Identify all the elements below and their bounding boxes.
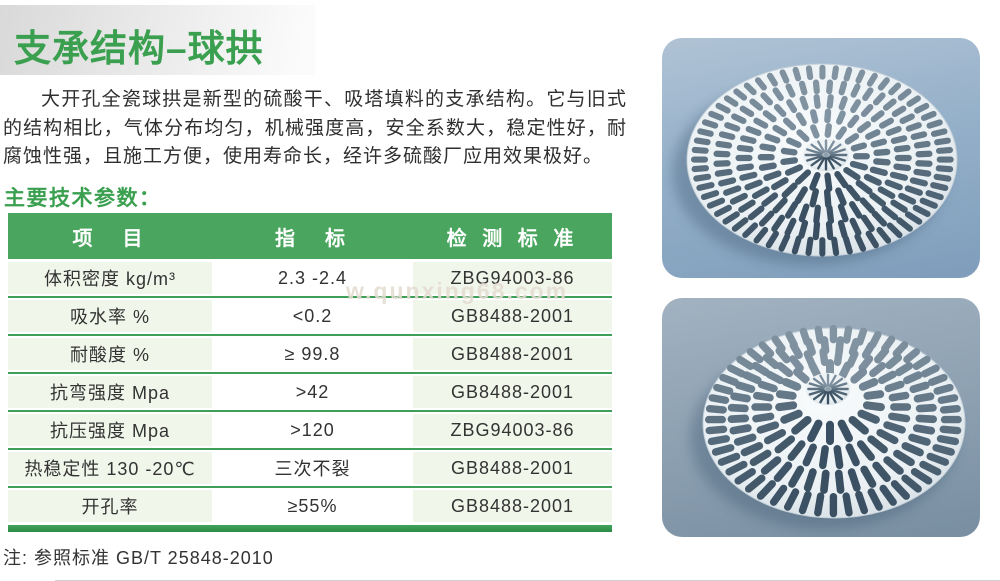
table-row: 热稳定性 130 -20℃ 三次不裂 GB8488-2001 — [8, 452, 612, 484]
table-header-standard: 检 测 标 准 — [446, 227, 579, 250]
table-bottom-bar — [8, 525, 612, 532]
row-divider — [8, 486, 612, 488]
table-row: 抗压强度 Mpa >120 ZBG94003-86 — [8, 414, 612, 446]
table-header-item: 项 目 — [72, 227, 148, 250]
table-cell: 热稳定性 130 -20℃ — [8, 452, 212, 484]
table-cell: ≥55% — [212, 490, 413, 522]
table-row: 抗弯强度 Mpa >42 GB8488-2001 — [8, 376, 612, 408]
product-photo-bottom — [662, 298, 980, 537]
table-row: 开孔率 ≥55% GB8488-2001 — [8, 490, 612, 522]
ceramic-dome-image — [690, 324, 966, 530]
table-cell: GB8488-2001 — [413, 338, 612, 370]
parameters-table: 项 目 指 标 检 测 标 准 体积密度 kg/m³ 2.3 -2.4 ZBG9… — [8, 213, 612, 532]
reference-note: 注: 参照标准 GB/T 25848-2010 — [3, 548, 274, 568]
table-cell: 吸水率 % — [8, 300, 212, 332]
row-divider — [8, 372, 612, 374]
row-divider — [8, 296, 612, 298]
table-cell: 三次不裂 — [212, 452, 413, 484]
product-photo-top — [662, 38, 980, 278]
table-cell: 体积密度 kg/m³ — [8, 262, 212, 294]
table-cell: >120 — [212, 414, 413, 446]
page-title: 支承结构–球拱 — [14, 28, 264, 69]
table-row: 耐酸度 % ≥ 99.8 GB8488-2001 — [8, 338, 612, 370]
table-cell: GB8488-2001 — [413, 452, 612, 484]
table-header-indicator: 指 标 — [275, 227, 350, 250]
table-cell: 耐酸度 % — [8, 338, 212, 370]
ceramic-dome-image — [672, 63, 958, 266]
table-header-row: 项 目 指 标 检 测 标 准 — [8, 213, 612, 259]
title-banner: 支承结构–球拱 — [0, 5, 315, 75]
table-cell: >42 — [212, 376, 413, 408]
table-cell: ≥ 99.8 — [212, 338, 413, 370]
section-heading: 主要技术参数： — [4, 187, 162, 210]
row-divider — [8, 448, 612, 450]
table-cell: <0.2 — [212, 300, 413, 332]
table-cell: 抗压强度 Mpa — [8, 414, 212, 446]
table-cell: ZBG94003-86 — [413, 414, 612, 446]
table-cell: GB8488-2001 — [413, 376, 612, 408]
table-cell: GB8488-2001 — [413, 490, 612, 522]
table-row: 体积密度 kg/m³ 2.3 -2.4 ZBG94003-86 — [8, 262, 612, 294]
intro-paragraph: 大开孔全瓷球拱是新型的硫酸干、吸塔填料的支承结构。它与旧式的结构相比，气体分布均… — [3, 89, 627, 167]
table-cell: ZBG94003-86 — [413, 262, 612, 294]
table-cell: GB8488-2001 — [413, 300, 612, 332]
table-cell: 2.3 -2.4 — [212, 262, 413, 294]
table-cell: 抗弯强度 Mpa — [8, 376, 212, 408]
row-divider — [8, 410, 612, 412]
table-row: 吸水率 % <0.2 GB8488-2001 — [8, 300, 612, 332]
row-divider — [8, 334, 612, 336]
table-cell: 开孔率 — [8, 490, 212, 522]
